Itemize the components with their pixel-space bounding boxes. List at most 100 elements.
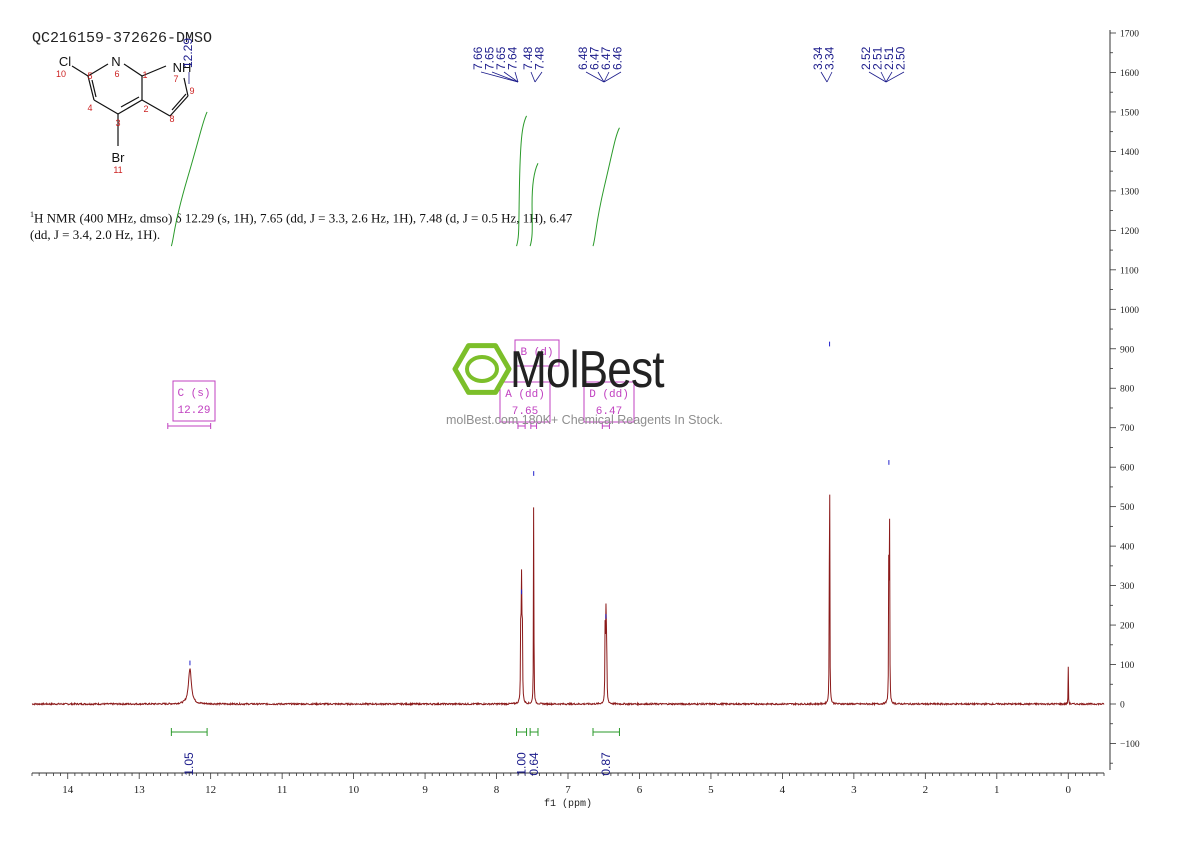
peak-label-7: 7.48 [521, 46, 535, 70]
peak-label-3: 3.34 [823, 46, 837, 70]
atom-number: 3 [115, 118, 120, 128]
atom-number: 2 [143, 104, 148, 114]
integral-curve [592, 127, 620, 247]
multiplet-label: C (s) [177, 388, 210, 400]
atom-number: 4 [87, 103, 92, 113]
multiplet-value: 6.47 [596, 406, 622, 418]
peak-label-connector [603, 71, 610, 83]
peak-label-connector [868, 71, 887, 83]
atom-number: 8 [169, 114, 174, 124]
peak-label-connector [885, 71, 905, 83]
peak-label-connector [503, 71, 519, 83]
x-tick-label: 8 [494, 784, 500, 796]
peak-label-12: 12.29 [181, 38, 195, 68]
logo-hexagon [452, 343, 512, 395]
integral-curve [516, 115, 527, 247]
integral-value: 1.05 [182, 752, 196, 776]
x-tick-label: 3 [851, 784, 857, 796]
atom-number: 10 [56, 69, 66, 79]
y-tick-label: −100 [1120, 740, 1140, 750]
atom-number: 7 [173, 74, 178, 84]
axes-layer: 14 13 12 11 10 9 8 7 6 5 4 3 2 1 0f1 (ppm)170016001500… [31, 30, 1140, 810]
y-tick-label: 1700 [1120, 30, 1139, 40]
peak-label-connector [491, 71, 519, 83]
peak-label-connector [480, 71, 519, 83]
multiplets-layer: C (s) 12.29 B (d) A (dd) 7.65 D (dd) 6.47 [167, 339, 635, 429]
x-tick-label: 6 [637, 784, 643, 796]
atom-number: 6 [114, 69, 119, 79]
y-tick-label: 0 [1120, 701, 1125, 711]
x-tick-label: 14 [62, 784, 74, 796]
peak-label-7: 7.65 [483, 46, 497, 70]
nmr-description: 1H NMR (400 MHz, dmso) δ 12.29 (s, 1H), … [30, 206, 630, 243]
integral-value: 0.87 [599, 752, 613, 776]
y-tick-label: 300 [1120, 582, 1135, 592]
peak-label-connector [534, 71, 543, 83]
atom-n: N [111, 54, 120, 69]
atom-number: 11 [113, 165, 122, 175]
multiplet-box [172, 380, 216, 422]
x-tick-label: 2 [923, 784, 929, 796]
bond [141, 99, 171, 117]
y-tick-label: 1500 [1120, 108, 1139, 118]
watermark-tagline: molBest.com 180K+ Chemical Reagents In S… [446, 413, 723, 427]
y-tick-label: 1400 [1120, 148, 1139, 158]
x-tick-label: 13 [134, 784, 146, 796]
multiplet-box [583, 381, 635, 423]
bond [87, 63, 109, 77]
peak-labels-layer: 7.667.657.657.64 7.487.48 6.486.476.476.46… [181, 38, 908, 84]
peak-label-7: 7.64 [506, 46, 520, 70]
peak-label-connector [585, 71, 605, 83]
y-tick-label: 800 [1120, 385, 1135, 395]
bond [183, 77, 189, 97]
double-bond [91, 79, 97, 98]
multiplet-value: 12.29 [177, 405, 210, 417]
nmr-line-2: (dd, J = 3.4, 2.0 Hz, 1H). [30, 227, 161, 243]
sample-id: QC216159-372626-DMSO [32, 30, 213, 47]
chemical-structure: Cl N NH Br 1 2 3 4 5 6 7 8 9 10 11 [56, 54, 195, 175]
watermark-logo [452, 343, 512, 395]
y-tick-label: 900 [1120, 345, 1135, 355]
integral-curve [170, 111, 208, 247]
y-tick-label: 1100 [1120, 266, 1139, 276]
multiplet-value: 7.65 [512, 406, 538, 418]
spectrum-layer [31, 341, 1105, 707]
y-tick-label: 200 [1120, 622, 1135, 632]
multiplet-label: B (d) [520, 347, 553, 359]
bond [87, 75, 95, 101]
peak-label-connector [826, 71, 833, 83]
peak-label-2: 2.52 [859, 46, 873, 70]
y-tick-label: 1300 [1120, 187, 1139, 197]
y-tick-label: 700 [1120, 424, 1135, 434]
y-tick-label: 1000 [1120, 306, 1139, 316]
x-tick-label: 9 [422, 784, 428, 796]
y-tick-label: 1200 [1120, 227, 1139, 237]
bond [71, 65, 89, 77]
peak-label-2: 2.50 [894, 46, 908, 70]
y-tick-label: 400 [1120, 543, 1135, 553]
peak-label-7: 7.65 [494, 46, 508, 70]
spectrum-trace [31, 494, 1105, 707]
x-axis-title: f1 (ppm) [544, 798, 592, 810]
bond [93, 99, 119, 115]
peak-label-6: 6.47 [599, 46, 613, 70]
nmr-superscript: 1 [30, 210, 34, 219]
x-tick-label: 0 [1066, 784, 1072, 796]
nmr-line-1: H NMR (400 MHz, dmso) δ 12.29 (s, 1H), 7… [34, 210, 573, 226]
double-bond [120, 96, 140, 108]
bond [123, 63, 143, 77]
double-bond [171, 93, 187, 111]
x-tick-label: 7 [565, 784, 571, 796]
x-tick-label: 12 [205, 784, 216, 796]
integral-value: 1.00 [515, 752, 529, 776]
peak-label-connector [597, 71, 605, 83]
atom-number: 9 [189, 86, 194, 96]
peak-label-connector [514, 71, 519, 83]
y-tick-label: 100 [1120, 661, 1135, 671]
peak-label-connector [820, 71, 828, 83]
peak-label-6: 6.48 [576, 46, 590, 70]
logo-ring [465, 355, 499, 383]
integrals-layer: 1.05 1.000.64 0.87 [170, 111, 620, 776]
y-tick-label: 500 [1120, 503, 1135, 513]
